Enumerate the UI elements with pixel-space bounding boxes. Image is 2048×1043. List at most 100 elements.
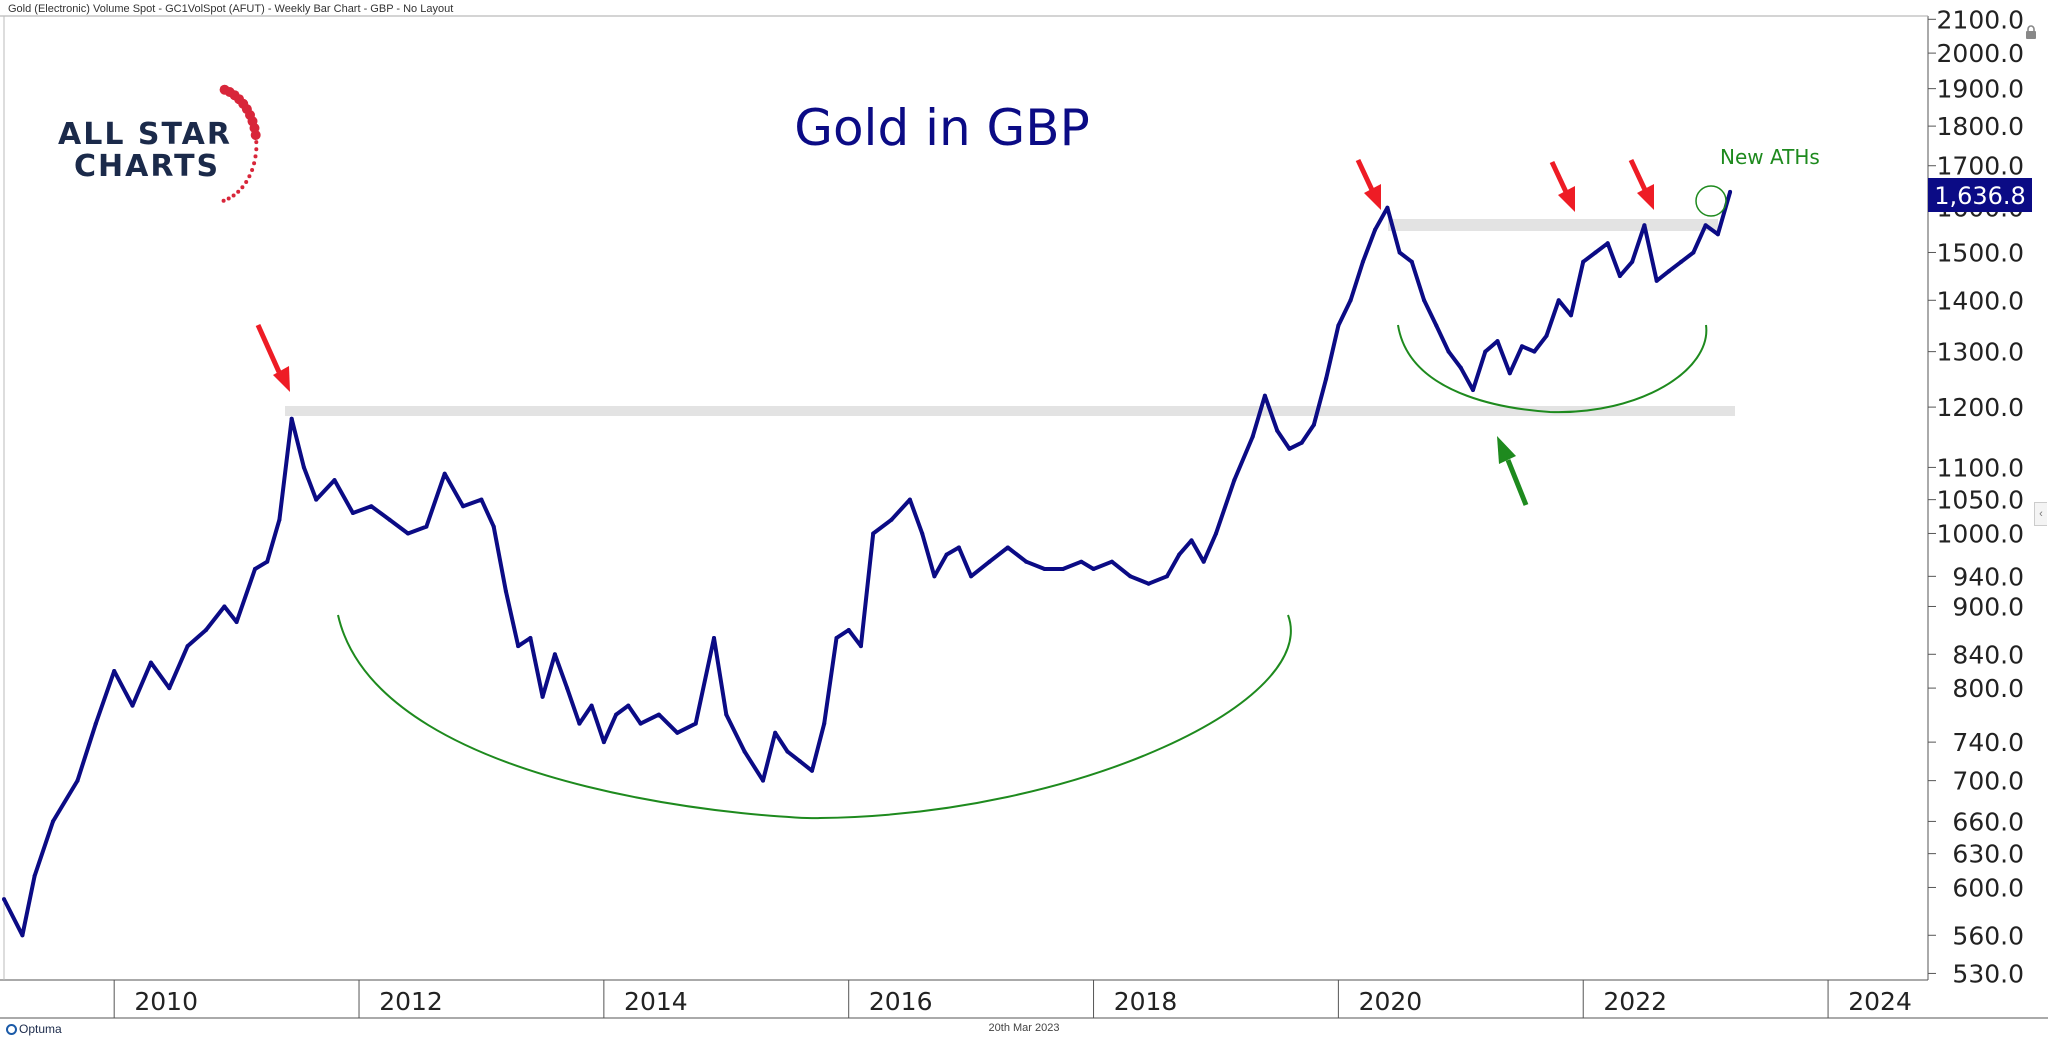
all-star-charts-logo: ALL STAR CHARTS <box>58 84 261 203</box>
price-point <box>222 604 227 609</box>
chevron-left-icon[interactable]: ‹ <box>2034 502 2047 526</box>
y-tick-label: 700.0 <box>1952 767 2024 796</box>
price-point <box>406 531 410 536</box>
price-point <box>1275 428 1280 433</box>
cup-curve-small <box>1397 324 1708 414</box>
price-point <box>1556 298 1561 303</box>
price-point <box>693 721 698 726</box>
price-point <box>93 721 98 726</box>
price-point <box>724 712 729 717</box>
price-point <box>479 497 484 502</box>
y-tick-label: 600.0 <box>1952 873 2024 902</box>
price-point <box>589 703 594 708</box>
price-point <box>130 703 135 708</box>
price-point <box>1060 567 1065 571</box>
x-tick-label: 2018 <box>1114 987 1178 1016</box>
optuma-logo-icon <box>6 1023 17 1035</box>
price-point <box>1360 259 1365 264</box>
price-point <box>565 686 570 691</box>
price-point <box>834 636 839 640</box>
x-tick-label: 2014 <box>624 987 688 1016</box>
price-point <box>1177 552 1182 557</box>
price-point <box>491 524 496 529</box>
logo-star <box>236 189 241 194</box>
price-series-line <box>2 191 1733 938</box>
logo-star-ring <box>219 84 261 203</box>
price-point <box>461 504 466 509</box>
lock-icon[interactable] <box>2024 24 2038 40</box>
red-arrow-2020 <box>1355 158 1381 210</box>
y-tick-label: 560.0 <box>1952 921 2024 950</box>
price-point <box>1287 446 1292 451</box>
price-point <box>846 628 851 632</box>
price-point <box>51 819 55 824</box>
y-tick-label: 1100.0 <box>1937 453 2024 482</box>
logo-line1: ALL STAR <box>58 117 232 152</box>
red-arrow-2021 <box>1549 160 1575 212</box>
y-tick-label: 1900.0 <box>1937 75 2024 104</box>
price-point <box>1593 250 1598 255</box>
price-point <box>1005 545 1010 550</box>
y-tick-label: 740.0 <box>1952 728 2024 757</box>
price-point <box>626 703 631 708</box>
x-tick-label: 2010 <box>134 987 198 1016</box>
price-point <box>1617 274 1622 278</box>
optuma-brand-label: Optuma <box>19 1022 62 1036</box>
y-tick-label: 1800.0 <box>1937 112 2024 141</box>
price-point <box>253 567 257 571</box>
price-point <box>1654 278 1659 283</box>
price-point <box>956 545 961 550</box>
price-point <box>1569 313 1573 318</box>
x-axis-ticks: 2010 2012 2014 2016 2018 2020 2022 2024 <box>113 980 1912 1018</box>
price-point <box>1471 388 1475 392</box>
new-ath-circle <box>1695 185 1727 217</box>
y-tick-label: 800.0 <box>1952 674 2024 703</box>
price-point <box>773 730 778 735</box>
chart-header: Gold (Electronic) Volume Spot - GC1VolSp… <box>8 3 454 15</box>
price-point <box>1042 567 1047 571</box>
price-point <box>1703 223 1708 228</box>
price-point <box>301 465 306 470</box>
price-point <box>871 531 876 536</box>
price-point <box>387 517 392 522</box>
price-point <box>1109 559 1114 564</box>
y-tick-label: 940.0 <box>1952 562 2024 591</box>
price-point <box>1250 434 1255 439</box>
price-point <box>614 712 619 717</box>
price-point <box>528 636 533 640</box>
logo-star <box>240 185 245 190</box>
price-point <box>889 517 894 522</box>
price-point <box>332 478 337 483</box>
y-tick-label: 1700.0 <box>1937 152 2024 181</box>
price-point <box>1024 559 1029 564</box>
y-axis-ticks: 2100.02000.01900.01800.01700.01600.01500… <box>1928 5 2024 988</box>
y-tick-label: 1050.0 <box>1937 486 2024 515</box>
price-point <box>1079 559 1084 564</box>
price-point <box>944 552 949 557</box>
x-tick-label: 2016 <box>869 987 933 1016</box>
price-point <box>1232 478 1237 483</box>
x-tick-label: 2020 <box>1359 987 1423 1016</box>
price-point <box>858 644 863 649</box>
price-point <box>810 768 814 773</box>
price-point <box>185 644 190 649</box>
y-tick-label: 1300.0 <box>1937 338 2024 367</box>
logo-star <box>253 154 258 159</box>
logo-star <box>250 130 261 140</box>
price-point <box>516 644 521 649</box>
price-point <box>920 531 925 536</box>
y-tick-label: 2000.0 <box>1937 39 2024 68</box>
price-point <box>1165 574 1169 579</box>
logo-star <box>254 147 259 152</box>
logo-star <box>231 193 236 198</box>
price-point <box>75 778 80 783</box>
chart-title: Gold in GBP <box>794 99 1090 157</box>
last-price-value: 1,636.8 <box>1934 182 2026 210</box>
y-tick-label: 660.0 <box>1952 807 2024 836</box>
price-point <box>1728 189 1733 194</box>
price-point <box>656 712 661 717</box>
price-point <box>1189 538 1194 543</box>
price-point <box>712 636 716 640</box>
optuma-brand: Optuma <box>6 1022 62 1036</box>
